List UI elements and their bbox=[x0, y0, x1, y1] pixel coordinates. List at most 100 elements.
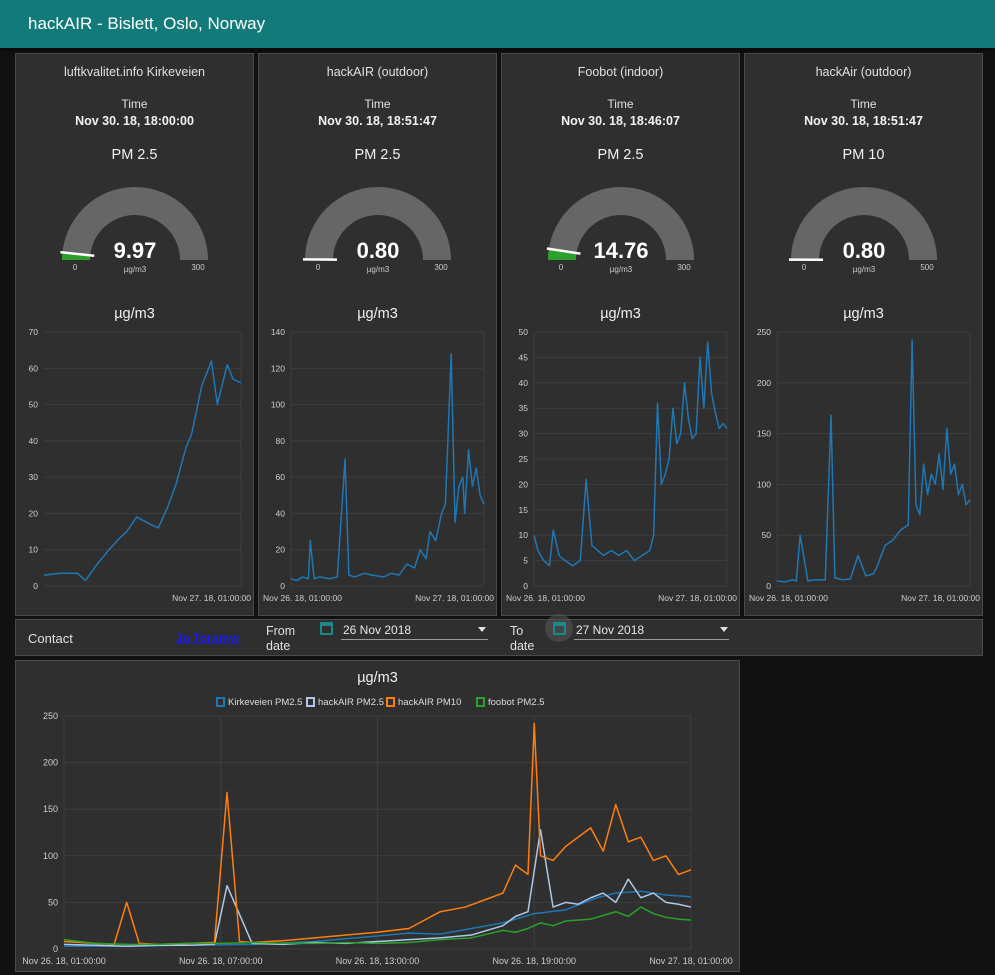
y-tick-label: 70 bbox=[29, 327, 39, 337]
gauge-max: 500 bbox=[920, 263, 934, 272]
legend-item[interactable]: hackAIR PM10 bbox=[386, 697, 461, 708]
x-tick-label: Nov 27. 18, 01:00:00 bbox=[901, 593, 980, 603]
x-tick-label: Nov 26. 18, 13:00:00 bbox=[336, 956, 420, 966]
legend-label: hackAIR PM10 bbox=[398, 697, 462, 708]
gauge: 14.76 µg/m3 0 300 bbox=[546, 187, 694, 274]
x-tick-label: Nov 26. 18, 01:00:00 bbox=[506, 593, 585, 603]
gauge-unit: µg/m3 bbox=[124, 265, 147, 274]
y-tick-label: 0 bbox=[33, 581, 38, 591]
y-tick-label: 35 bbox=[519, 403, 529, 413]
gauge-unit: µg/m3 bbox=[610, 265, 633, 274]
calendar-icon[interactable] bbox=[553, 622, 566, 635]
from-date-label: From date bbox=[266, 624, 296, 653]
gauge-min: 0 bbox=[559, 263, 564, 272]
gauge-value: 14.76 bbox=[593, 238, 648, 263]
panel-title: hackAir (outdoor) bbox=[815, 65, 912, 79]
line-chart: 0 50 100 150 200 250 Nov 26. 18, 01:00:00 Nov 2… bbox=[749, 327, 980, 603]
series-line bbox=[63, 828, 692, 947]
y-tick-label: 50 bbox=[29, 400, 39, 410]
y-tick-label: 30 bbox=[519, 429, 529, 439]
time-value: Nov 30. 18, 18:46:07 bbox=[561, 114, 680, 128]
gauge-value: 9.97 bbox=[114, 238, 157, 263]
legend-swatch bbox=[476, 697, 485, 707]
app-title: hackAIR - Bislett, Oslo, Norway bbox=[28, 14, 266, 33]
panel-title: hackAIR (outdoor) bbox=[326, 65, 429, 79]
legend-item[interactable]: hackAIR PM2.5 bbox=[306, 697, 384, 708]
y-tick-label: 150 bbox=[43, 804, 58, 814]
y-tick-label: 20 bbox=[29, 508, 39, 518]
y-tick-label: 50 bbox=[48, 897, 58, 907]
y-tick-label: 30 bbox=[29, 472, 39, 482]
gauge: 0.80 µg/m3 0 500 bbox=[788, 187, 937, 274]
contact-label: Contact bbox=[28, 631, 73, 646]
from-date-input[interactable]: 26 Nov 2018 bbox=[341, 620, 488, 640]
time-label: Time bbox=[364, 97, 391, 111]
contact-link[interactable]: Jo Torsmyr bbox=[176, 631, 241, 645]
y-tick-label: 10 bbox=[29, 545, 39, 555]
legend-label: foobot PM2.5 bbox=[488, 697, 545, 708]
y-tick-label: 100 bbox=[757, 479, 771, 489]
x-tick-label: Nov 26. 18, 01:00:00 bbox=[263, 593, 342, 603]
calendar-icon-focus-ring bbox=[545, 614, 573, 642]
y-tick-label: 20 bbox=[276, 545, 286, 555]
chevron-down-icon[interactable] bbox=[720, 627, 728, 632]
y-tick-label: 100 bbox=[271, 400, 285, 410]
to-date-input[interactable]: 27 Nov 2018 bbox=[574, 620, 729, 640]
line-chart: 0 20 40 60 80 100 120 140 Nov 26. 18, 01:00:00 No… bbox=[263, 327, 494, 603]
gauge-value: 0.80 bbox=[843, 238, 886, 263]
y-tick-label: 60 bbox=[29, 363, 39, 373]
y-tick-label: 40 bbox=[276, 508, 286, 518]
legend-item[interactable]: foobot PM2.5 bbox=[476, 697, 545, 708]
series-line bbox=[290, 353, 485, 582]
to-date-label: To date bbox=[510, 624, 535, 653]
y-tick-label: 5 bbox=[523, 556, 528, 566]
y-tick-label: 100 bbox=[43, 851, 58, 861]
gauge-max: 300 bbox=[191, 263, 205, 272]
calendar-icon[interactable] bbox=[320, 622, 333, 635]
gauge-max: 300 bbox=[434, 263, 448, 272]
chevron-down-icon[interactable] bbox=[478, 627, 486, 632]
combined-chart-title: µg/m3 bbox=[357, 670, 398, 686]
legend-swatch bbox=[386, 697, 395, 707]
y-tick-label: 80 bbox=[276, 436, 286, 446]
time-label: Time bbox=[607, 97, 634, 111]
legend-item[interactable]: Kirkeveien PM2.5 bbox=[216, 697, 302, 708]
y-tick-label: 250 bbox=[757, 327, 771, 337]
y-tick-label: 40 bbox=[519, 378, 529, 388]
panel-kirkeveien: luftkvalitet.info Kirkeveien Time Nov 30. … bbox=[15, 53, 254, 616]
gauge-track bbox=[62, 187, 208, 260]
time-value: Nov 30. 18, 18:00:00 bbox=[75, 114, 194, 128]
metric-label: PM 2.5 bbox=[111, 147, 158, 163]
y-tick-label: 0 bbox=[53, 944, 58, 954]
gauge-unit: µg/m3 bbox=[367, 265, 390, 274]
y-tick-label: 40 bbox=[29, 436, 39, 446]
legend-swatch bbox=[216, 697, 225, 707]
y-tick-label: 0 bbox=[766, 581, 771, 591]
gauge-min: 0 bbox=[73, 263, 78, 272]
gauge-fill bbox=[548, 248, 577, 260]
gauge: 9.97 µg/m3 0 300 bbox=[60, 187, 208, 274]
y-tick-label: 60 bbox=[276, 472, 286, 482]
y-tick-label: 50 bbox=[519, 327, 529, 337]
series-line bbox=[533, 341, 728, 567]
contact-date-bar: Contact Jo Torsmyr From date 26 Nov 2018… bbox=[15, 614, 983, 656]
series-line bbox=[776, 339, 971, 583]
line-chart: 0 10 20 30 40 50 60 70 Nov 27. 18, 01:00:00 bbox=[29, 327, 252, 603]
y-tick-label: 250 bbox=[43, 711, 58, 721]
combined-chart-card: µg/m3 Kirkeveien PM2.5 hackAIR PM2.5 hackA… bbox=[15, 660, 740, 972]
x-tick-label: Nov 26. 18, 01:00:00 bbox=[749, 593, 828, 603]
gauge-max: 300 bbox=[677, 263, 691, 272]
y-tick-label: 20 bbox=[519, 479, 529, 489]
x-tick-label: Nov 26. 18, 01:00:00 bbox=[22, 956, 106, 966]
y-tick-label: 120 bbox=[271, 363, 285, 373]
y-tick-label: 0 bbox=[280, 581, 285, 591]
gauge: 0.80 µg/m3 0 300 bbox=[302, 187, 451, 274]
legend-swatch bbox=[306, 697, 315, 707]
panel-hackair-outdoor-pm25: hackAIR (outdoor) Time Nov 30. 18, 18:51:4… bbox=[258, 53, 497, 616]
metric-label: PM 10 bbox=[842, 147, 885, 163]
panel-foobot-indoor: Foobot (indoor) Time Nov 30. 18, 18:46:07 P… bbox=[501, 53, 740, 616]
time-label: Time bbox=[850, 97, 877, 111]
gauge-min: 0 bbox=[316, 263, 321, 272]
series-line bbox=[64, 890, 692, 947]
chart-title: µg/m3 bbox=[843, 306, 884, 322]
